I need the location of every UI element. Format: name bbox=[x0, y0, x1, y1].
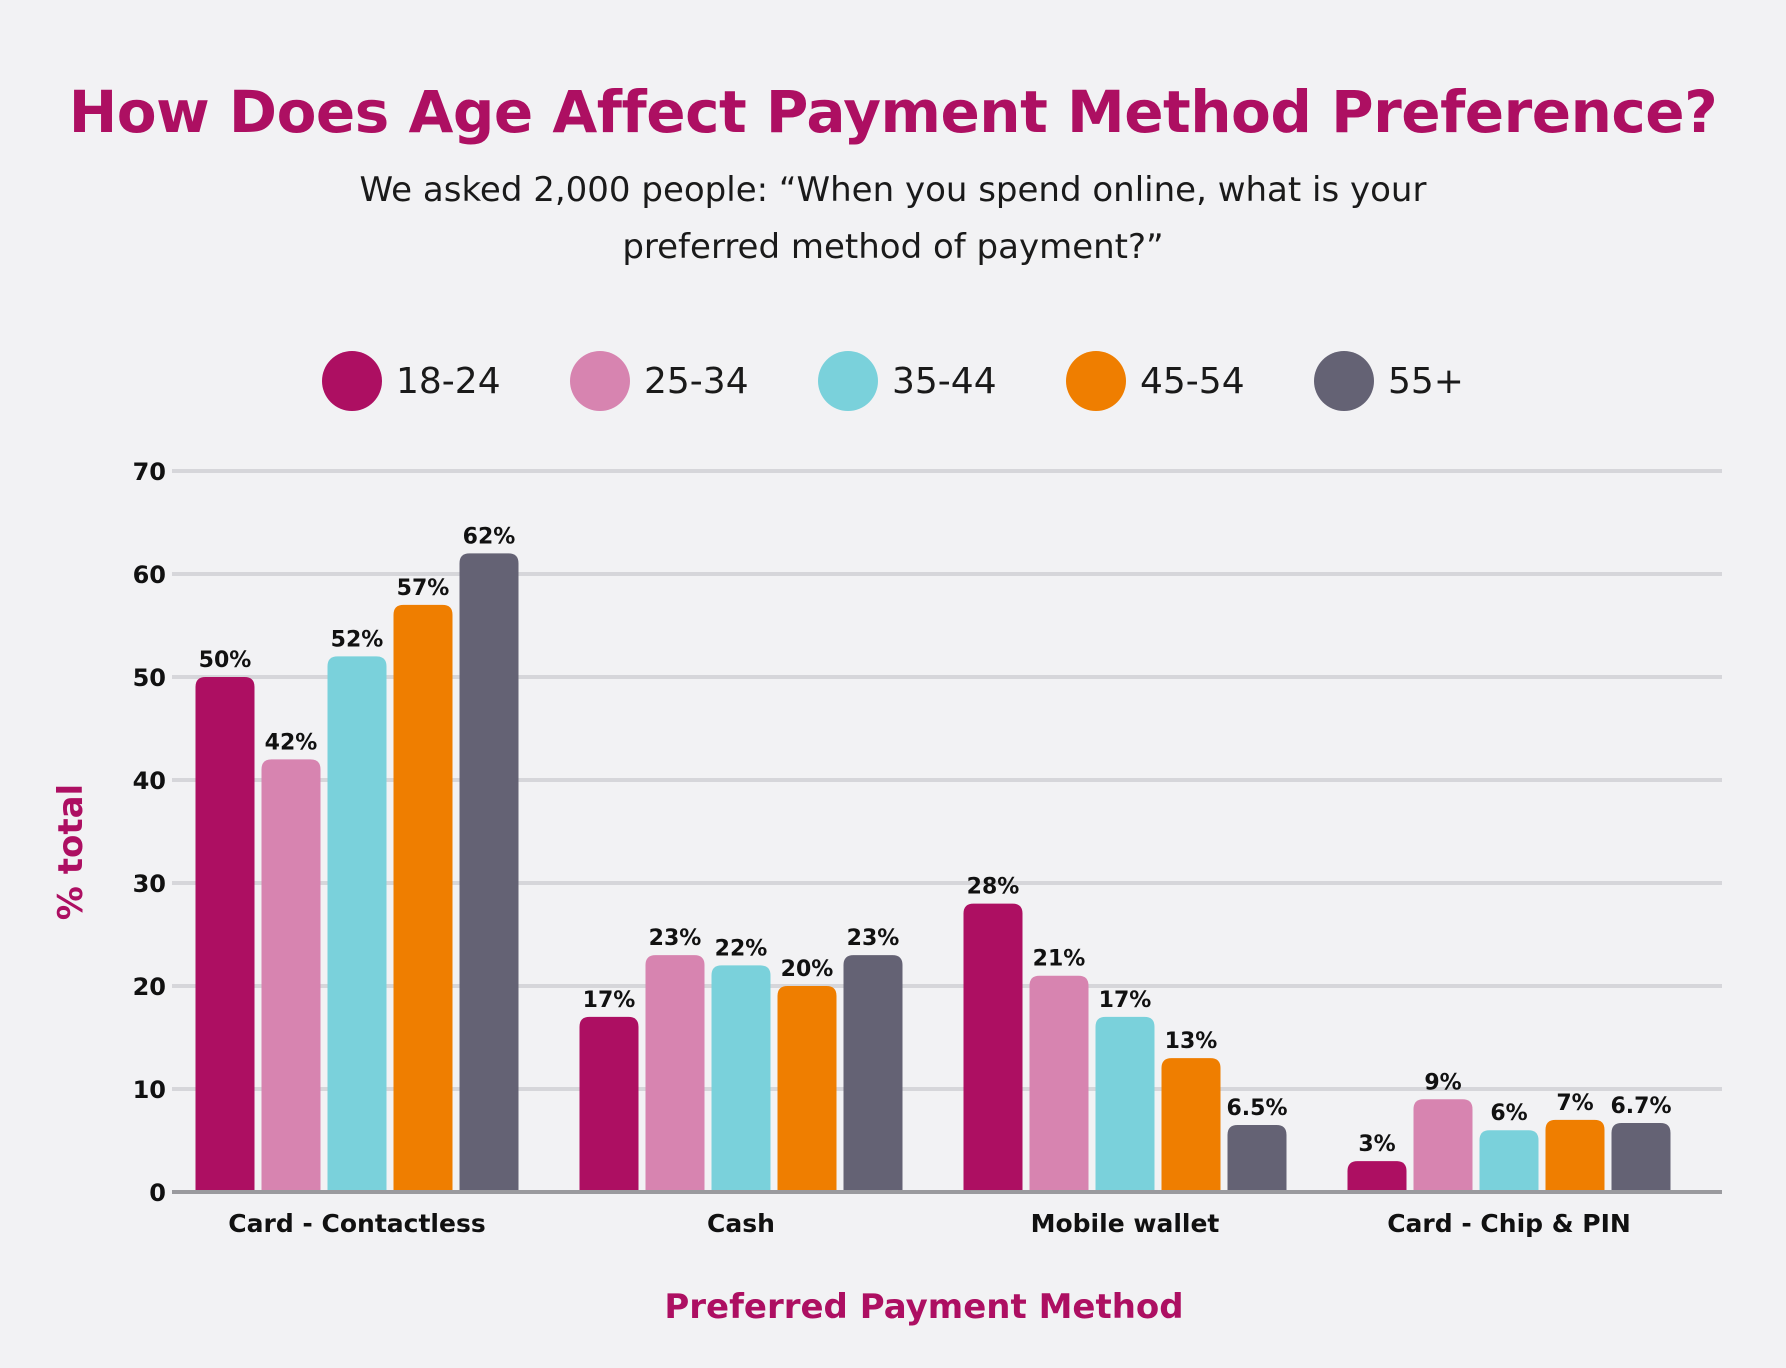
data-label: 20% bbox=[781, 957, 834, 982]
data-label: 57% bbox=[397, 576, 450, 601]
y-tick-label: 10 bbox=[133, 1076, 166, 1104]
legend-swatch bbox=[818, 351, 878, 411]
bar bbox=[1161, 1058, 1221, 1192]
bar bbox=[195, 677, 255, 1192]
bar bbox=[1227, 1125, 1287, 1192]
y-tick-label: 70 bbox=[133, 458, 166, 486]
legend-swatch bbox=[570, 351, 630, 411]
legend: 18-24 25-34 35-44 45-54 55+ bbox=[0, 350, 1786, 412]
data-label: 62% bbox=[463, 524, 516, 549]
bar bbox=[843, 955, 903, 1192]
legend-item-55-plus: 55+ bbox=[1314, 350, 1464, 412]
legend-item-25-34: 25-34 bbox=[570, 350, 749, 412]
legend-swatch bbox=[322, 351, 382, 411]
data-label: 21% bbox=[1033, 947, 1086, 972]
bar bbox=[1611, 1122, 1671, 1192]
bar bbox=[393, 604, 453, 1192]
y-tick-label: 50 bbox=[133, 664, 166, 692]
x-tick-label: Mobile wallet bbox=[1031, 1209, 1220, 1238]
data-label: 9% bbox=[1424, 1070, 1461, 1095]
chart-subtitle: We asked 2,000 people: “When you spend o… bbox=[343, 162, 1443, 276]
subtitle-line-2: preferred method of payment?” bbox=[622, 227, 1164, 267]
legend-item-18-24: 18-24 bbox=[322, 350, 501, 412]
data-label: 22% bbox=[715, 936, 768, 961]
y-tick-label: 20 bbox=[133, 973, 166, 1001]
bar bbox=[1479, 1130, 1539, 1192]
bar bbox=[261, 759, 321, 1192]
legend-swatch bbox=[1314, 351, 1374, 411]
data-label: 23% bbox=[847, 926, 900, 951]
data-label: 17% bbox=[583, 988, 636, 1013]
x-tick-label: Cash bbox=[707, 1209, 775, 1238]
y-tick-label: 30 bbox=[133, 870, 166, 898]
bar bbox=[459, 553, 519, 1192]
data-label: 17% bbox=[1099, 988, 1152, 1013]
data-label: 13% bbox=[1165, 1029, 1218, 1054]
x-axis-title: Preferred Payment Method bbox=[664, 1287, 1183, 1327]
bar bbox=[1347, 1161, 1407, 1192]
legend-swatch bbox=[1066, 351, 1126, 411]
data-label: 28% bbox=[967, 875, 1020, 900]
legend-label: 55+ bbox=[1388, 360, 1464, 402]
legend-item-35-44: 35-44 bbox=[818, 350, 997, 412]
bar bbox=[1413, 1099, 1473, 1192]
bar bbox=[777, 986, 837, 1192]
bar bbox=[1029, 975, 1089, 1192]
bar bbox=[711, 965, 771, 1192]
bar bbox=[327, 656, 387, 1192]
data-label: 7% bbox=[1556, 1091, 1593, 1116]
data-label: 23% bbox=[649, 926, 702, 951]
data-label: 50% bbox=[199, 648, 252, 673]
y-tick-label: 40 bbox=[133, 767, 166, 795]
chart-title: How Does Age Affect Payment Method Prefe… bbox=[68, 78, 1718, 146]
legend-label: 45-54 bbox=[1140, 360, 1245, 402]
y-tick-label: 60 bbox=[133, 561, 166, 589]
legend-label: 25-34 bbox=[644, 360, 749, 402]
data-label: 6.5% bbox=[1226, 1096, 1287, 1121]
bar bbox=[1545, 1119, 1605, 1192]
x-tick-label: Card - Chip & PIN bbox=[1387, 1209, 1631, 1238]
legend-label: 35-44 bbox=[892, 360, 997, 402]
data-label: 3% bbox=[1358, 1132, 1395, 1157]
x-tick-label: Card - Contactless bbox=[228, 1209, 485, 1238]
data-label: 6% bbox=[1490, 1101, 1527, 1126]
bar bbox=[1095, 1016, 1155, 1192]
data-label: 6.7% bbox=[1610, 1094, 1671, 1119]
data-label: 42% bbox=[265, 730, 318, 755]
bar bbox=[645, 955, 705, 1192]
legend-label: 18-24 bbox=[396, 360, 501, 402]
subtitle-line-1: We asked 2,000 people: “When you spend o… bbox=[359, 170, 1427, 210]
bar bbox=[579, 1016, 639, 1192]
data-label: 52% bbox=[331, 627, 384, 652]
legend-item-45-54: 45-54 bbox=[1066, 350, 1245, 412]
y-axis-title: % total bbox=[51, 784, 91, 920]
y-tick-label: 0 bbox=[149, 1179, 166, 1207]
bar bbox=[963, 903, 1023, 1192]
